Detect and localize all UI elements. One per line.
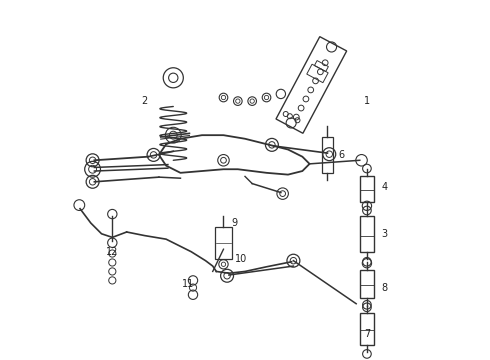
Text: 3: 3: [382, 229, 388, 239]
Bar: [215, 226, 232, 259]
Text: 6: 6: [339, 150, 345, 160]
Bar: [315, 60, 328, 72]
Text: 11: 11: [181, 279, 194, 289]
Text: 2: 2: [142, 96, 147, 106]
Bar: [360, 176, 374, 202]
Text: 9: 9: [231, 218, 237, 228]
Bar: [322, 137, 333, 173]
Text: 12: 12: [106, 247, 119, 257]
Bar: [360, 270, 374, 298]
Bar: [360, 313, 374, 345]
Text: 8: 8: [382, 283, 388, 293]
Bar: [276, 37, 347, 133]
Bar: [307, 64, 328, 83]
Text: 7: 7: [364, 329, 370, 339]
Text: 1: 1: [364, 96, 370, 106]
Bar: [360, 216, 374, 252]
Text: 4: 4: [382, 182, 388, 192]
Text: 10: 10: [235, 254, 247, 264]
